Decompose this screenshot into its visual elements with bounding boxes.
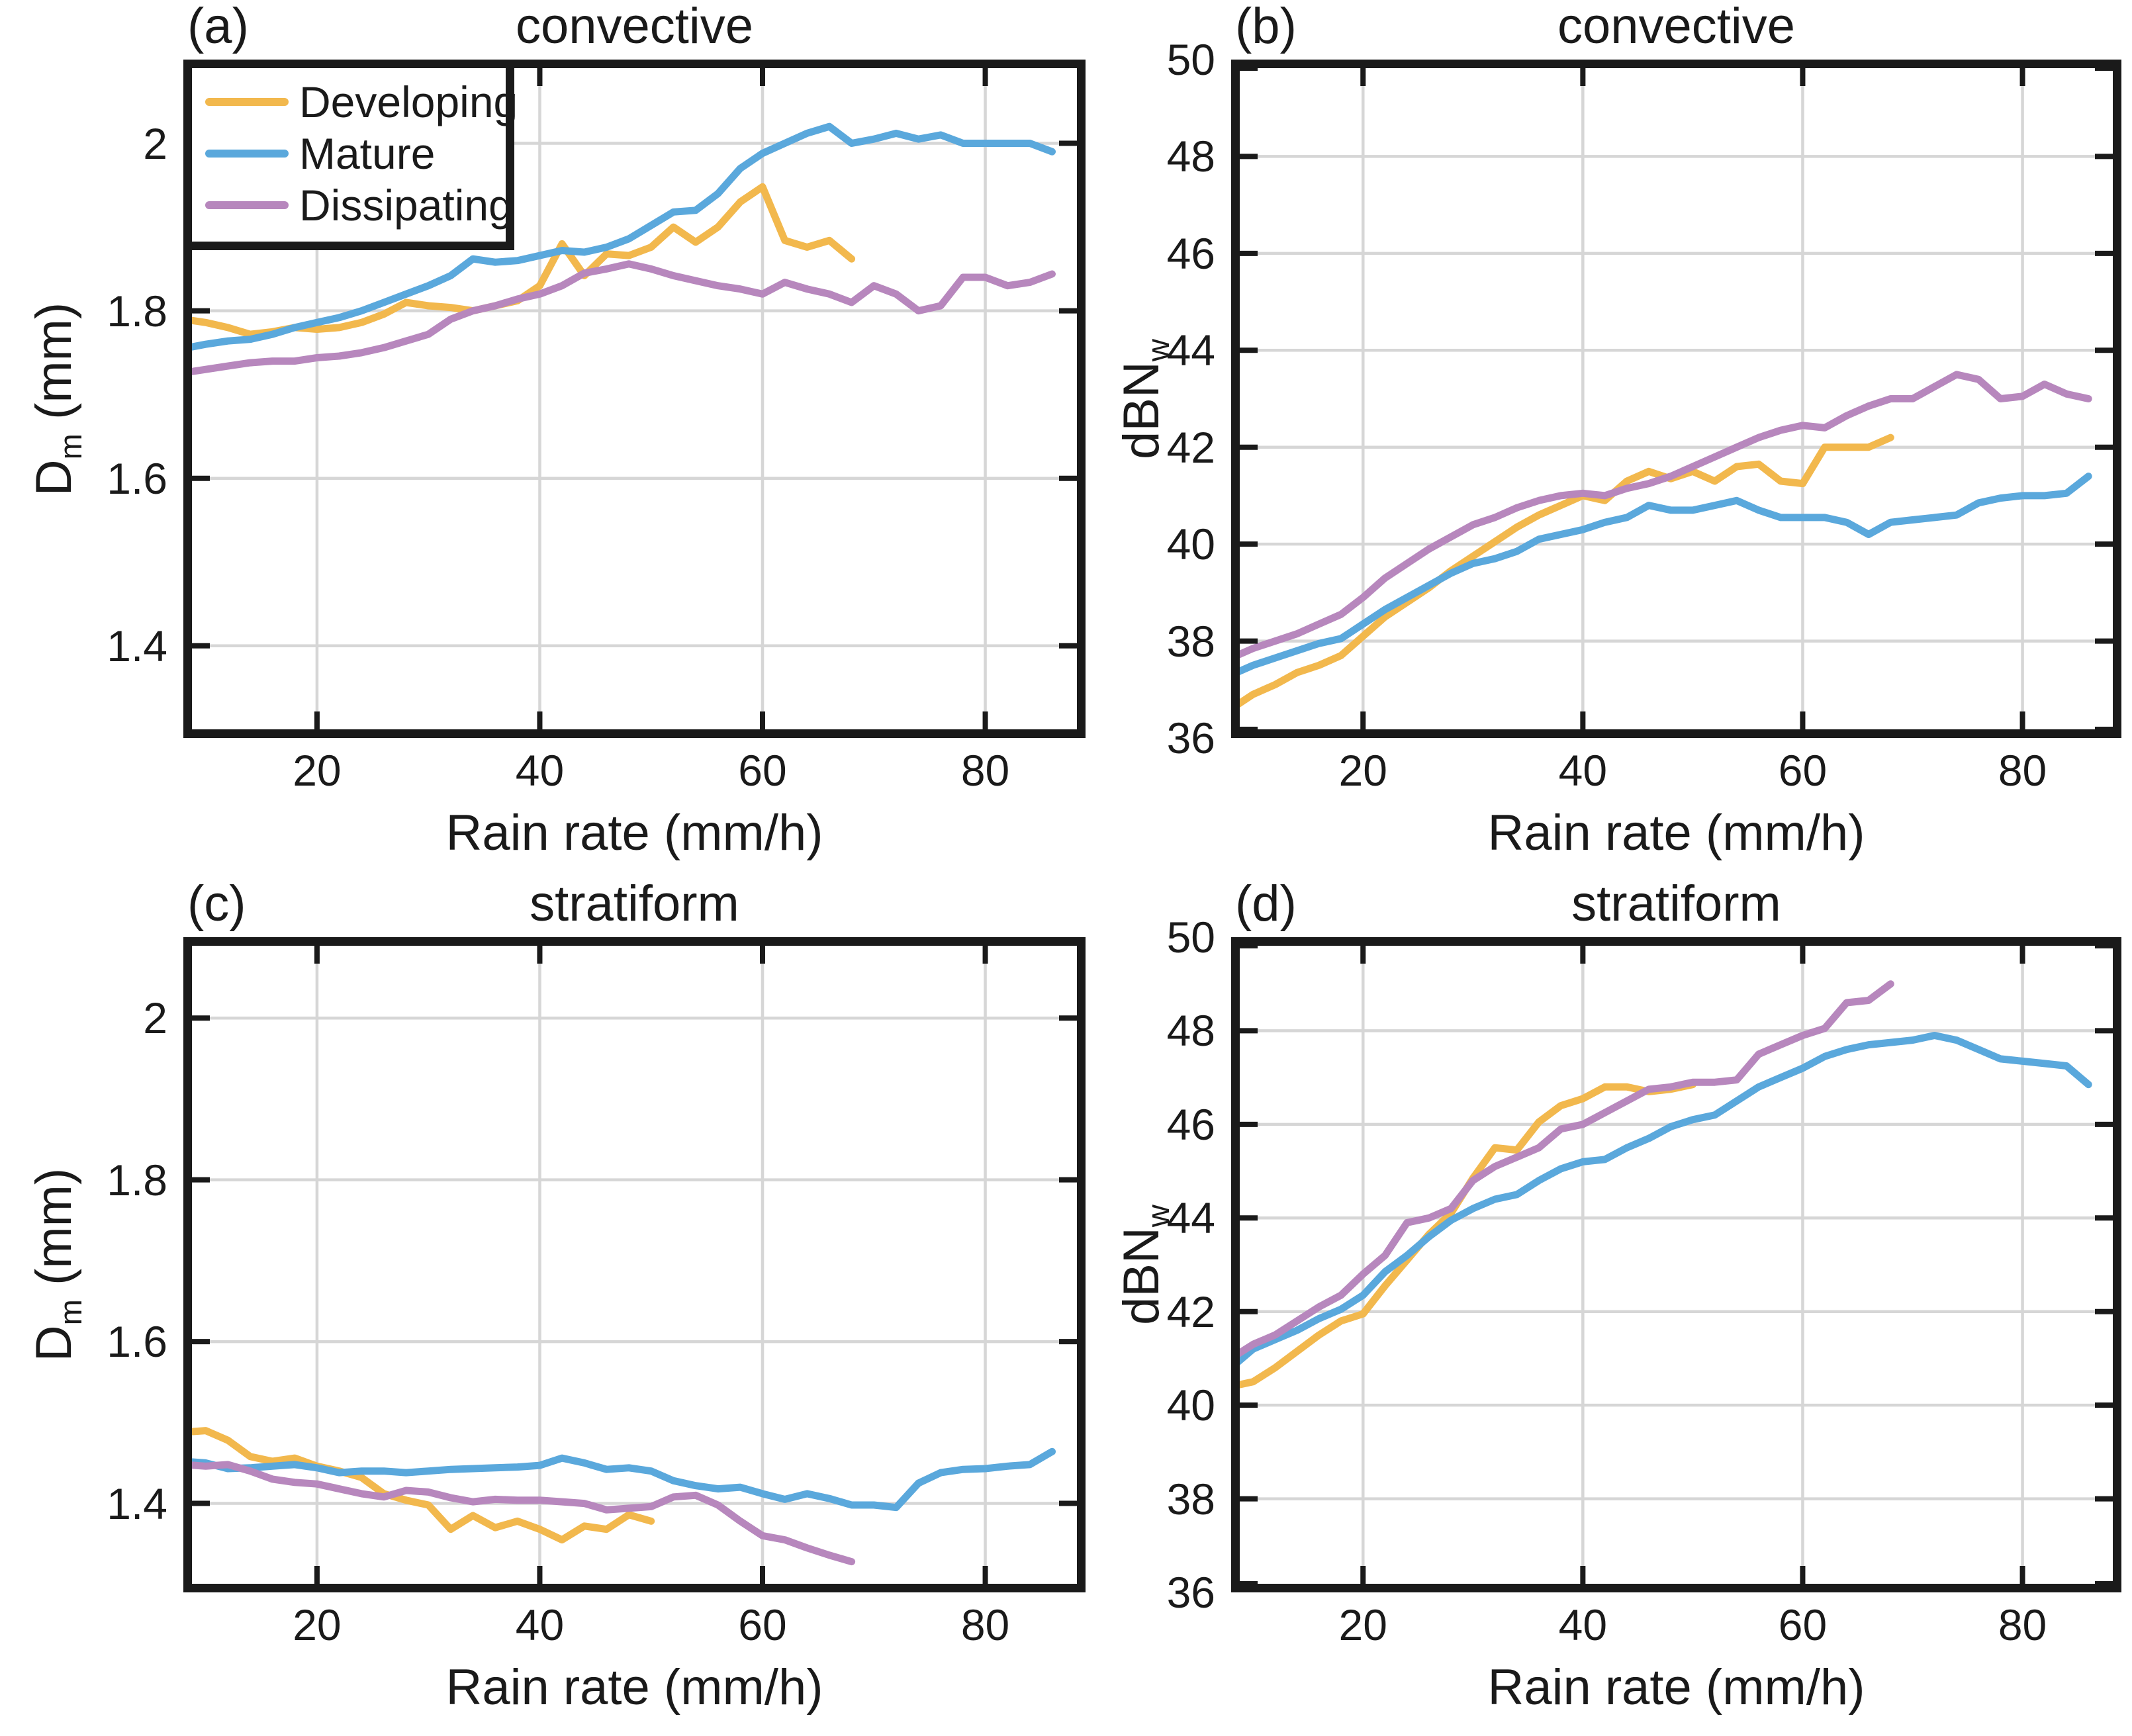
series-mature xyxy=(183,1447,1056,1512)
y-tick-label: 2 xyxy=(143,993,167,1043)
x-tick-label: 80 xyxy=(1998,1600,2047,1649)
y-tick-label: 1.8 xyxy=(107,1155,167,1205)
panel-a-convective-dm: (a) convective Dm (mm) Developing Mature D… xyxy=(26,1,1086,858)
x-tick-label: 40 xyxy=(515,746,565,795)
legend-item: Mature xyxy=(205,128,502,179)
x-tick-label: 80 xyxy=(960,1600,1010,1649)
panel-c-stratiform-dm: (c) stratiform Dm (mm) Rain rate (mm/h) … xyxy=(26,879,1086,1713)
y-tick-label: 42 xyxy=(1166,1287,1215,1336)
x-tick-label: 80 xyxy=(1998,746,2047,795)
series-mature xyxy=(1231,1032,2092,1372)
panel-letter: (c) xyxy=(187,876,246,932)
x-tick-label: 40 xyxy=(515,1600,565,1649)
x-tick-label: 60 xyxy=(1778,746,1828,795)
y-tick-label: 46 xyxy=(1166,1099,1215,1149)
y-tick-label: 40 xyxy=(1166,1381,1215,1430)
panel-d-stratiform-dbnw: (d) stratiform dBNw Rain rate (mm/h) 20 4… xyxy=(1113,879,2121,1713)
axes-border xyxy=(1231,60,2121,738)
y-tick-label: 50 xyxy=(1166,35,1215,84)
y-tick-label: 44 xyxy=(1166,1193,1215,1243)
plot-area xyxy=(1231,937,2121,1592)
y-axis-label: Dm (mm) xyxy=(25,1167,89,1362)
plot-area xyxy=(1231,60,2121,738)
x-axis-label: Rain rate (mm/h) xyxy=(445,805,823,861)
x-tick-label: 60 xyxy=(1778,1600,1828,1649)
x-tick-label: 20 xyxy=(293,746,342,795)
x-tick-label: 60 xyxy=(738,1600,787,1649)
x-tick-label: 20 xyxy=(1338,1600,1387,1649)
series-developing xyxy=(183,1427,655,1544)
y-tick-label: 38 xyxy=(1166,1474,1215,1524)
series-dissipating xyxy=(1231,980,1894,1362)
legend: Developing Mature Dissipating xyxy=(183,60,518,250)
plot-canvas xyxy=(183,937,1086,1592)
panel-letter: (b) xyxy=(1235,0,1297,54)
y-tick-label: 40 xyxy=(1166,520,1215,569)
panel-letter: (a) xyxy=(187,0,249,54)
series-dissipating xyxy=(183,260,1056,377)
panel-letter: (d) xyxy=(1235,876,1297,932)
y-axis-label: Dm (mm) xyxy=(25,302,89,496)
y-tick-label: 36 xyxy=(1166,1568,1215,1617)
x-axis-label: Rain rate (mm/h) xyxy=(445,1659,823,1715)
y-tick-label: 42 xyxy=(1166,422,1215,472)
x-tick-label: 20 xyxy=(1338,746,1387,795)
y-tick-label: 48 xyxy=(1166,132,1215,181)
series-dissipating xyxy=(1231,371,2092,662)
x-tick-label: 40 xyxy=(1558,1600,1608,1649)
plot-canvas xyxy=(1231,60,2121,738)
panel-title: stratiform xyxy=(530,876,739,932)
series-developing xyxy=(1231,1081,1696,1391)
axes-border xyxy=(183,937,1086,1592)
mature-line-swatch xyxy=(205,150,289,158)
y-tick-label: 44 xyxy=(1166,326,1215,375)
x-axis-label: Rain rate (mm/h) xyxy=(1487,1659,1865,1715)
series-mature xyxy=(1231,473,2092,679)
y-tick-label: 46 xyxy=(1166,228,1215,278)
y-tick-label: 50 xyxy=(1166,913,1215,962)
y-tick-label: 2 xyxy=(143,118,167,168)
x-axis-label: Rain rate (mm/h) xyxy=(1487,805,1865,861)
series-mature xyxy=(183,122,1056,353)
y-tick-label: 38 xyxy=(1166,616,1215,666)
panel-b-convective-dbnw: (b) convective dBNw Rain rate (mm/h) 20 4… xyxy=(1113,1,2121,858)
y-axis-label: dBNw xyxy=(1113,338,1176,459)
x-tick-label: 40 xyxy=(1558,746,1608,795)
x-tick-label: 60 xyxy=(738,746,787,795)
y-tick-label: 1.6 xyxy=(107,453,167,503)
y-tick-label: 1.4 xyxy=(107,621,167,670)
legend-label: Mature xyxy=(299,129,436,178)
axes-border xyxy=(1231,937,2121,1592)
series-developing xyxy=(1231,434,1894,713)
legend-item: Developing xyxy=(205,76,518,128)
x-tick-label: 20 xyxy=(293,1600,342,1649)
plot-area xyxy=(183,937,1086,1592)
y-tick-label: 36 xyxy=(1166,713,1215,762)
y-tick-label: 1.4 xyxy=(107,1479,167,1528)
panel-title: stratiform xyxy=(1571,876,1781,932)
legend-label: Dissipating xyxy=(299,181,513,230)
legend-label: Developing xyxy=(299,77,518,126)
y-axis-label: dBNw xyxy=(1113,1205,1176,1325)
plot-canvas xyxy=(1231,937,2121,1592)
panel-title: convective xyxy=(515,0,754,54)
axes-border xyxy=(183,60,1086,738)
dissipating-line-swatch xyxy=(205,201,289,209)
developing-line-swatch xyxy=(205,98,289,106)
legend-item: Dissipating xyxy=(205,179,513,231)
y-tick-label: 1.6 xyxy=(107,1317,167,1367)
series-dissipating xyxy=(183,1461,856,1566)
y-tick-label: 1.8 xyxy=(107,286,167,336)
y-tick-label: 48 xyxy=(1166,1006,1215,1056)
panel-title: convective xyxy=(1557,0,1796,54)
x-tick-label: 80 xyxy=(960,746,1010,795)
